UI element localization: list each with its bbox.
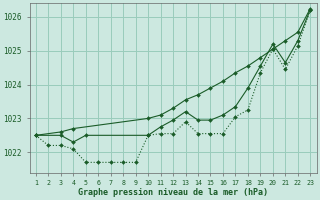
X-axis label: Graphe pression niveau de la mer (hPa): Graphe pression niveau de la mer (hPa) xyxy=(78,188,268,197)
